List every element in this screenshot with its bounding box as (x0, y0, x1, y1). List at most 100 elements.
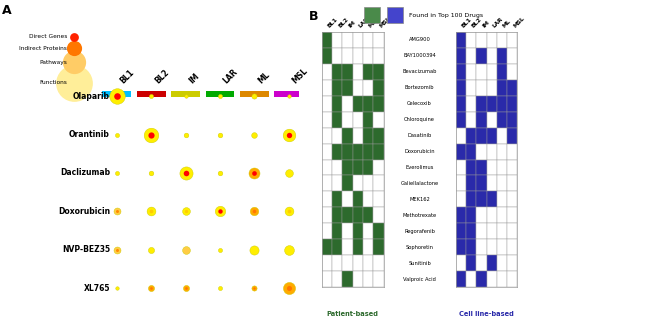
Text: BL2: BL2 (153, 68, 170, 85)
Bar (466, 255, 476, 271)
Point (146, 132, 157, 137)
Point (181, 132, 191, 137)
Bar (373, 175, 384, 191)
Point (214, 170, 225, 175)
Bar (497, 175, 507, 191)
Bar (352, 239, 363, 255)
Bar (486, 144, 497, 160)
Point (214, 209, 225, 214)
Text: Doxorubicin: Doxorubicin (404, 149, 435, 154)
Point (283, 286, 294, 291)
Bar (352, 112, 363, 128)
Point (181, 93, 191, 99)
Point (249, 132, 259, 137)
Bar (476, 207, 486, 223)
Bar (497, 144, 507, 160)
Text: IM: IM (348, 19, 357, 29)
Bar (322, 112, 332, 128)
Bar (497, 64, 507, 80)
Bar (352, 191, 363, 207)
Bar (456, 207, 466, 223)
Bar (332, 239, 343, 255)
Bar (507, 96, 517, 112)
Bar (274, 91, 303, 97)
Point (249, 247, 259, 252)
Bar (363, 271, 373, 287)
Bar (456, 128, 466, 144)
Point (214, 132, 225, 137)
Bar (507, 80, 517, 96)
Text: NVP-BEZ35: NVP-BEZ35 (62, 245, 110, 254)
Text: BL1: BL1 (327, 17, 339, 29)
Bar (486, 64, 497, 80)
Point (214, 93, 225, 99)
Text: BL1: BL1 (118, 68, 136, 85)
Bar (322, 96, 332, 112)
Text: MSL: MSL (512, 16, 525, 29)
Bar (497, 32, 507, 48)
Text: Cell line-based: Cell line-based (459, 311, 514, 317)
Bar (466, 64, 476, 80)
Bar (322, 48, 332, 64)
Bar (322, 255, 332, 271)
Bar (456, 175, 466, 191)
Bar (322, 128, 332, 144)
Text: BL1: BL1 (461, 17, 473, 29)
Bar (343, 160, 352, 175)
Point (214, 286, 225, 291)
Bar (507, 160, 517, 175)
Bar (466, 128, 476, 144)
Bar (456, 271, 466, 287)
Bar (332, 223, 343, 239)
Bar (343, 112, 352, 128)
Bar (456, 96, 466, 112)
Point (112, 247, 122, 252)
Bar (322, 223, 332, 239)
Text: BAY1000394: BAY1000394 (403, 53, 436, 58)
Bar (486, 175, 497, 191)
Bar (352, 64, 363, 80)
Bar (466, 191, 476, 207)
Bar (456, 112, 466, 128)
Point (112, 209, 122, 214)
Bar (497, 223, 507, 239)
Point (146, 93, 157, 99)
Bar (363, 160, 373, 175)
Bar (466, 271, 476, 287)
Bar (456, 239, 466, 255)
Text: Olaparib: Olaparib (73, 92, 110, 100)
Bar (476, 191, 486, 207)
Bar (343, 96, 352, 112)
Bar (456, 64, 466, 80)
Bar (497, 112, 507, 128)
Bar (332, 64, 343, 80)
Point (283, 132, 294, 137)
Bar (363, 112, 373, 128)
Point (214, 209, 225, 214)
Text: MSL: MSL (378, 16, 391, 29)
Text: B: B (309, 10, 318, 23)
Bar (352, 255, 363, 271)
Text: Orantinib: Orantinib (69, 130, 110, 139)
Bar (363, 64, 373, 80)
Point (112, 170, 122, 175)
Bar (486, 112, 497, 128)
Point (181, 209, 191, 214)
Bar (332, 271, 343, 287)
Point (181, 286, 191, 291)
Bar (373, 160, 384, 175)
Bar (373, 80, 384, 96)
Bar (507, 239, 517, 255)
Text: Functions: Functions (39, 80, 67, 85)
Point (112, 286, 122, 291)
Bar (373, 48, 384, 64)
Bar (466, 160, 476, 175)
Bar (343, 175, 352, 191)
Text: Doxorubicin: Doxorubicin (58, 207, 110, 216)
Point (249, 209, 259, 214)
Point (181, 170, 191, 175)
Bar (363, 144, 373, 160)
Point (214, 132, 225, 137)
Bar (373, 64, 384, 80)
Bar (486, 223, 497, 239)
